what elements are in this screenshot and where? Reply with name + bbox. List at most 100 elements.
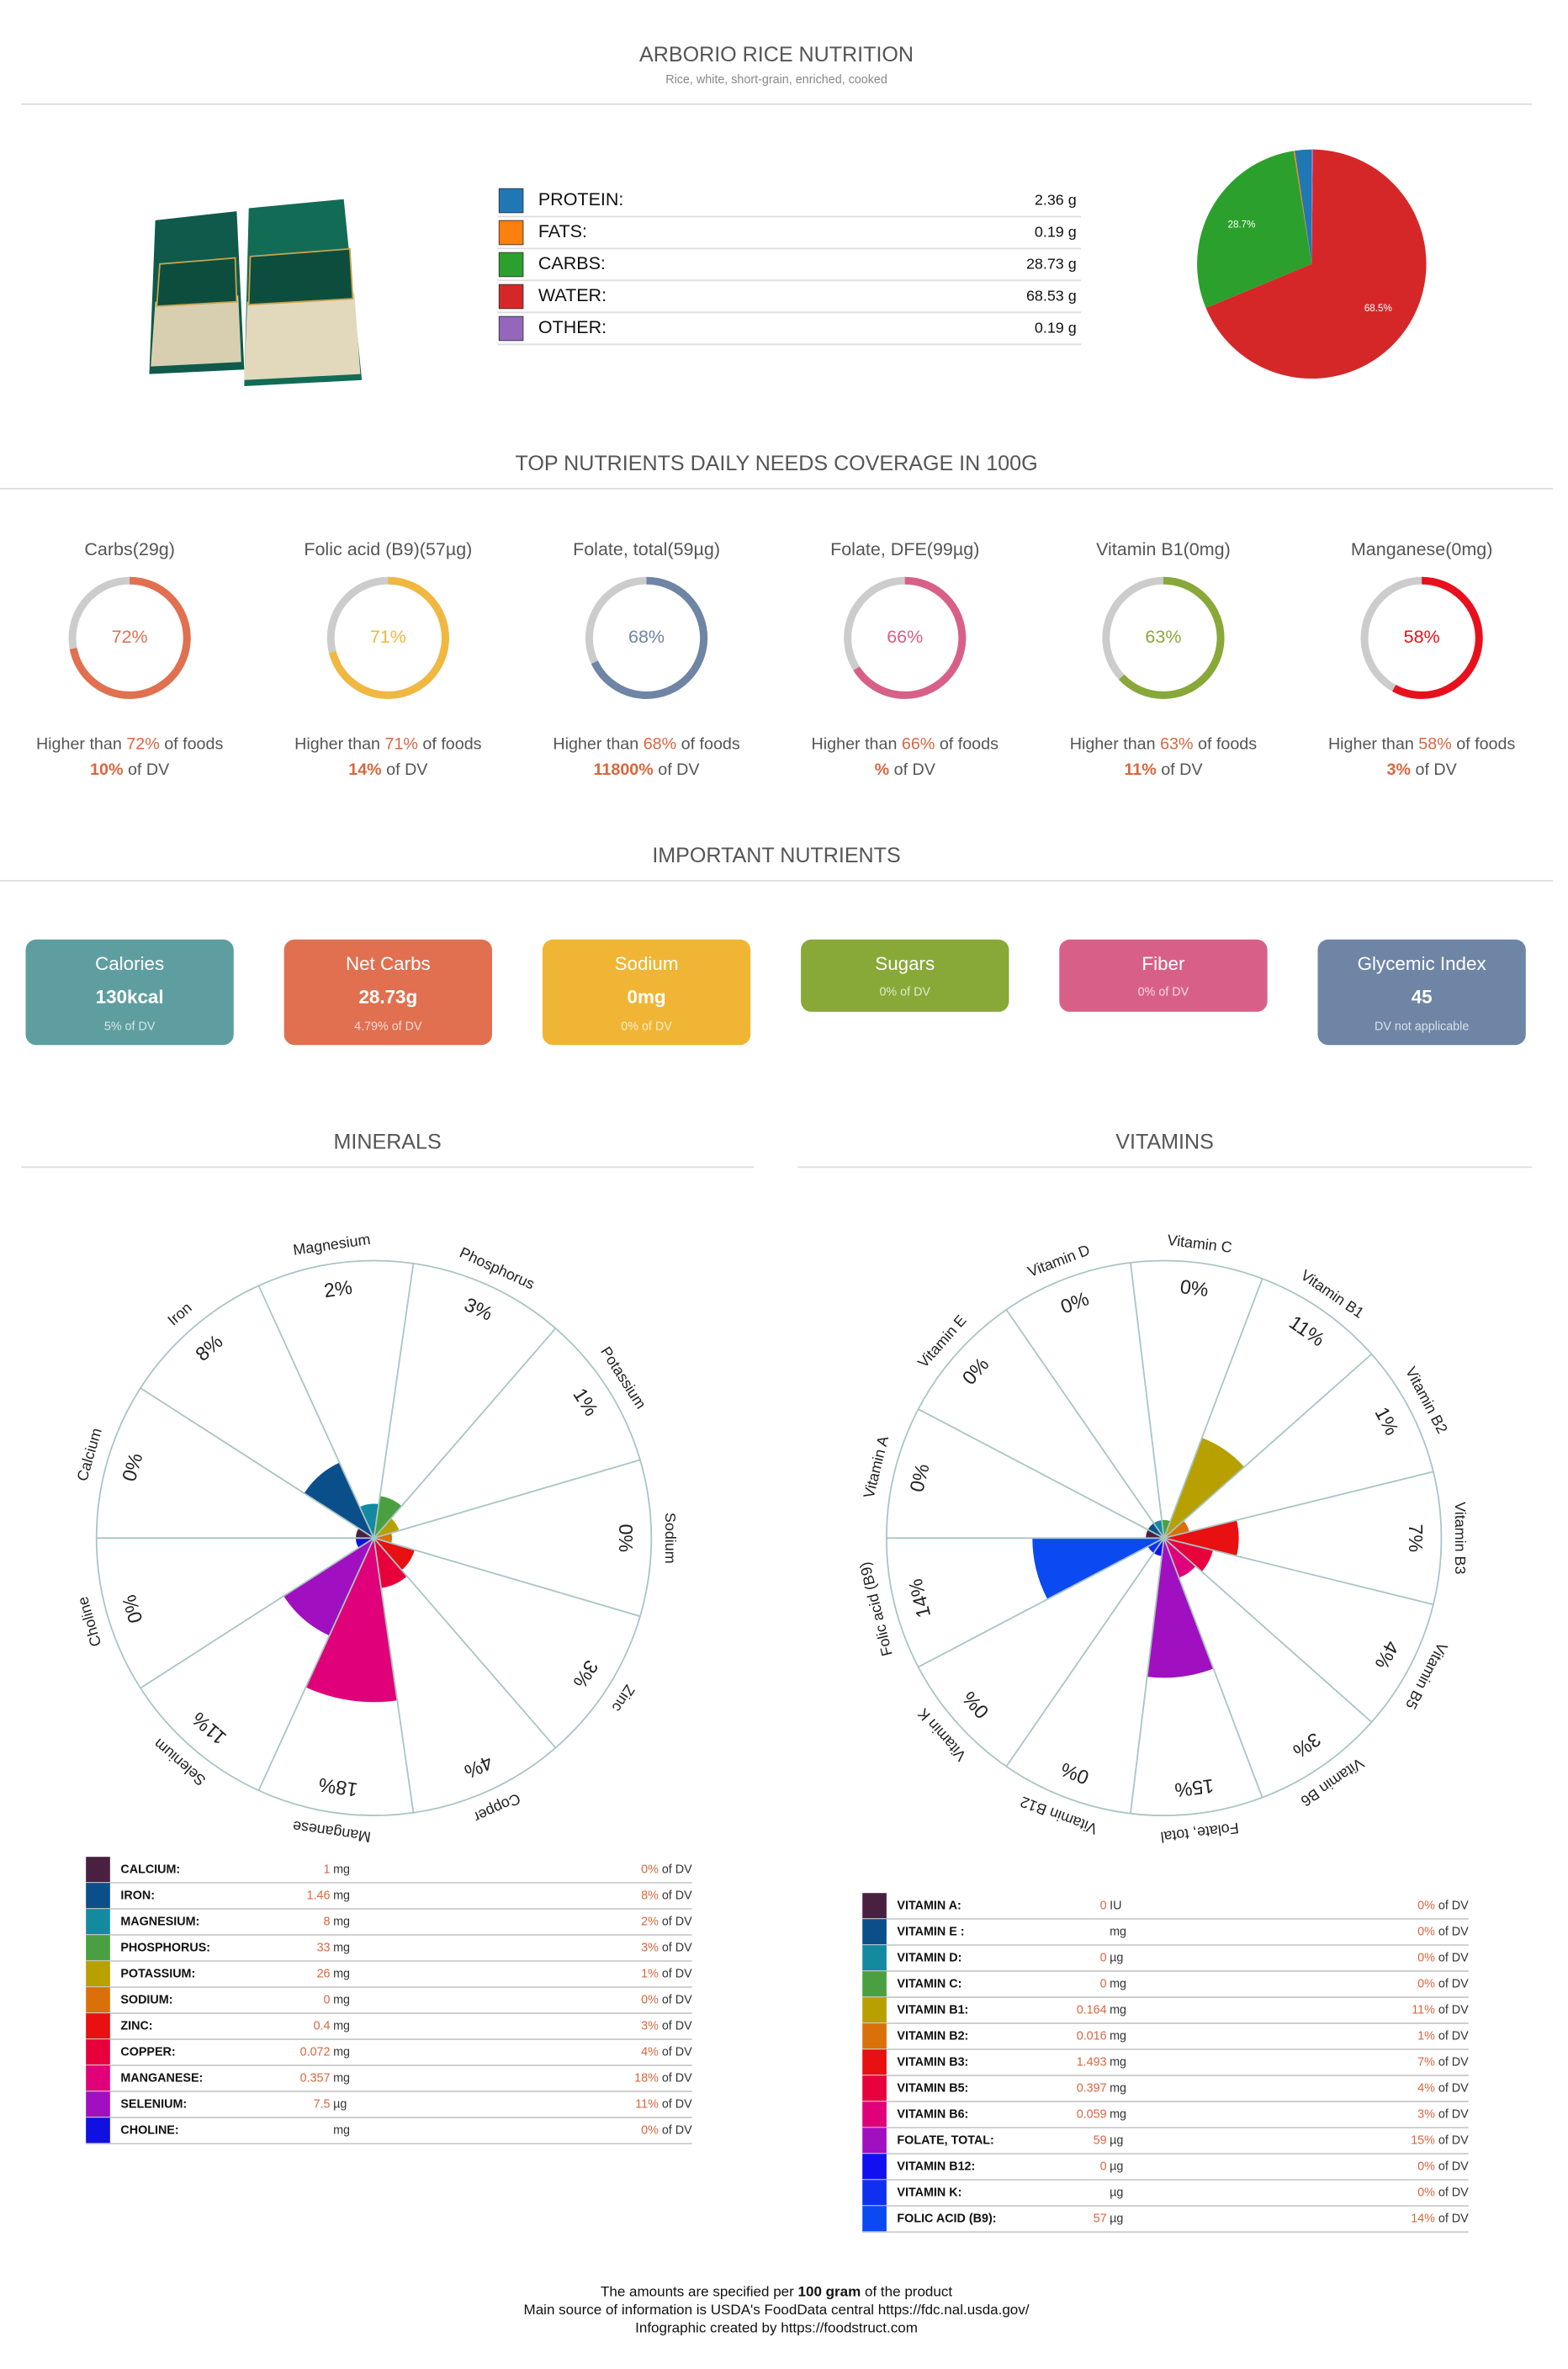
text-part: of DV: [658, 761, 700, 779]
card-value: 28.73g: [358, 987, 417, 1008]
text-part: of DV: [1438, 1977, 1469, 1990]
card-dv: 0% of DV: [879, 985, 930, 999]
footer-line: The amounts are specified per 100 gram o…: [601, 2283, 952, 2299]
legend-label: OTHER:: [538, 317, 607, 337]
text-part: of DV: [662, 2071, 692, 2085]
polar-category: Vitamin B2: [1402, 1365, 1451, 1437]
table-amount: 59: [1094, 2133, 1107, 2147]
table-dv: 8% of DV: [641, 1889, 692, 1902]
polar-spoke: [257, 1537, 375, 1791]
text-part: of foods: [681, 735, 740, 754]
polar-value: 0%: [1057, 1287, 1092, 1317]
text-part: of DV: [1438, 2186, 1469, 2199]
table-unit: mg: [1110, 2107, 1126, 2121]
ring-arc: [1102, 576, 1225, 699]
ring-label: 66%: [887, 627, 923, 647]
text-part: 2.36: [1035, 191, 1064, 208]
nutrient-name: Carbs(29g): [84, 539, 175, 559]
table-unit: mg: [333, 2123, 350, 2137]
table-unit: mg: [333, 2045, 350, 2059]
text-part: Higher than: [294, 735, 380, 754]
table-dv: 0% of DV: [1417, 2160, 1469, 2173]
pie-slice: [1197, 151, 1312, 309]
polar-spoke: [140, 1537, 374, 1689]
table-swatch: [862, 1971, 887, 1998]
polar-bar: [1163, 1538, 1196, 1578]
text-part: 8%: [641, 1889, 659, 1902]
table-swatch: [862, 1945, 887, 1972]
table-swatch: [862, 1893, 887, 1920]
legend-label: CARBS:: [538, 253, 606, 273]
table-amount: 0: [1100, 2160, 1107, 2173]
polar-value: 3%: [1289, 1728, 1324, 1762]
text-part: of DV: [662, 2019, 692, 2032]
table-unit: mg: [1110, 1925, 1126, 1938]
polar-value: 7%: [1405, 1524, 1427, 1552]
text-part: of DV: [662, 1967, 692, 1980]
table-unit: mg: [1110, 1977, 1126, 1990]
table-dv: 11% of DV: [1412, 2003, 1469, 2017]
polar-bar: [305, 1538, 398, 1703]
polar-bar: [283, 1538, 374, 1636]
polar-spoke: [1005, 1309, 1165, 1539]
table-amount: 0.4: [314, 2019, 331, 2032]
nutrient-card: [1317, 939, 1526, 1046]
text-part: 18%: [634, 2071, 659, 2085]
text-part: 1%: [641, 1967, 659, 1980]
nutrient-name: Folate, total(59µg): [573, 539, 720, 559]
polar-category: Vitamin C: [1167, 1232, 1233, 1256]
text-part: 4%: [1417, 2081, 1435, 2095]
polar-category: Vitamin B12: [1018, 1794, 1099, 1838]
macro-amount: 0.19 g: [1035, 319, 1077, 336]
table-label: FOLATE, TOTAL:: [897, 2133, 993, 2147]
legend-label: PROTEIN:: [538, 189, 624, 209]
polar-bar: [1147, 1523, 1164, 1539]
dv-text: 3% of DV: [1387, 761, 1458, 779]
text-part: of foods: [422, 735, 481, 754]
polar-category: Magnesium: [292, 1231, 371, 1259]
table-dv: 4% of DV: [641, 2045, 692, 2059]
table-unit: mg: [333, 1967, 350, 1980]
polar-spoke: [1130, 1262, 1165, 1539]
table-swatch: [862, 2154, 887, 2181]
text-part: of DV: [662, 2123, 692, 2137]
table-label: VITAMIN B5:: [897, 2081, 968, 2095]
table-swatch: [862, 2206, 887, 2233]
legend-swatch: [498, 315, 524, 342]
polar-spoke: [373, 1537, 557, 1749]
pie-slice: [1295, 149, 1312, 264]
table-unit: mg: [1110, 2029, 1126, 2043]
nutrient-name: Vitamin B1(0mg): [1096, 539, 1231, 559]
table-unit: µg: [333, 2097, 347, 2111]
table-unit: mg: [333, 1863, 350, 1876]
table-swatch: [862, 2101, 887, 2128]
table-swatch: [862, 2023, 887, 2050]
table-swatch: [86, 2013, 110, 2040]
text-part: 0%: [1417, 2160, 1435, 2173]
table-unit: µg: [1110, 2160, 1123, 2173]
table-dv: 0% of DV: [1417, 1951, 1469, 1964]
polar-category: Potassium: [597, 1343, 649, 1412]
table-swatch: [86, 2039, 110, 2066]
polar-spoke: [918, 1537, 1165, 1668]
card-value: 130kcal: [96, 987, 164, 1008]
pie-slice: [1293, 151, 1312, 264]
text-part: of DV: [1161, 761, 1203, 779]
text-part: of DV: [1438, 2055, 1469, 2069]
polar-bar: [1163, 1438, 1245, 1539]
rank-text: Higher than 72% of foods: [36, 735, 224, 754]
ring-arc: [68, 576, 191, 699]
polar-bar: [1147, 1538, 1164, 1553]
table-label: VITAMIN K:: [897, 2186, 961, 2199]
table-unit: mg: [1110, 2055, 1126, 2069]
nutrient-card: [283, 939, 493, 1046]
table-amount: 7.5: [314, 2097, 331, 2111]
polar-category: Manganese: [292, 1818, 373, 1846]
table-amount: 33: [317, 1941, 331, 1954]
dv-text: 11800% of DV: [594, 761, 701, 779]
table-amount: 1.493: [1077, 2055, 1107, 2069]
polar-value: 0%: [958, 1688, 993, 1723]
table-dv: 4% of DV: [1417, 2081, 1469, 2095]
table-unit: mg: [333, 1941, 350, 1954]
